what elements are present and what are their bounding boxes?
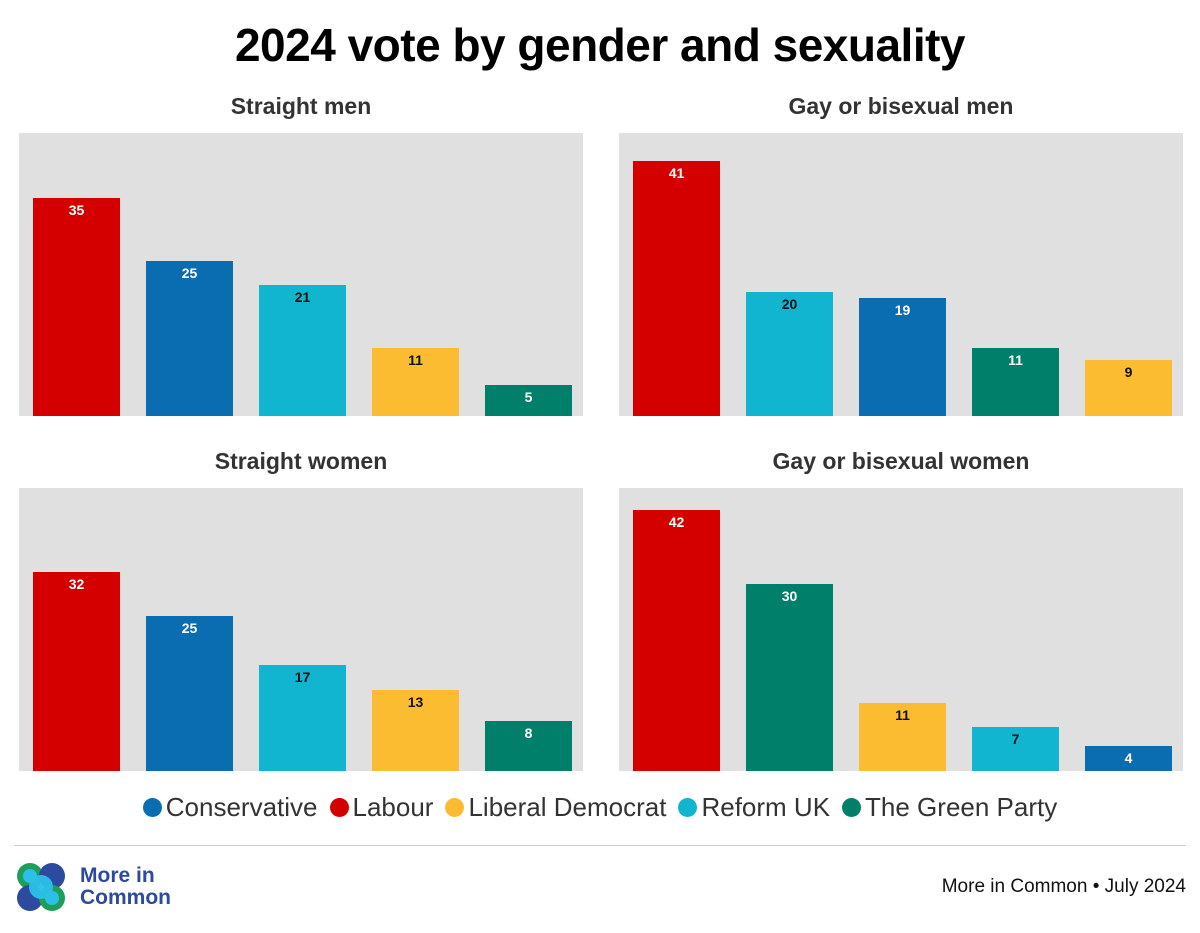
bar-the-green-party (972, 348, 1059, 416)
bar-reform-uk (972, 727, 1059, 771)
bar-value-label: 9 (1124, 364, 1133, 380)
bar-value-label: 8 (524, 725, 533, 741)
legend-label: The Green Party (865, 792, 1058, 822)
bar-labour (33, 198, 120, 416)
bar-liberal-democrat (372, 348, 459, 416)
bar-value-label: 41 (668, 165, 685, 181)
bar-conservative (859, 298, 946, 416)
bar-value-label: 11 (1008, 352, 1023, 368)
footer-divider (14, 845, 1186, 846)
plot-area: 41 20 19 11 9 (619, 133, 1183, 416)
bar-labour (33, 572, 120, 771)
bar-value-label: 11 (408, 352, 423, 368)
bar-the-green-party (746, 584, 833, 771)
bar-value-label: 20 (781, 296, 798, 312)
bar-the-green-party (485, 721, 572, 771)
legend-item-labour: Labour (329, 792, 434, 823)
bar-value-label: 17 (294, 669, 311, 685)
legend: Conservative Labour Liberal Democrat Ref… (0, 792, 1200, 823)
logo-icon (17, 863, 65, 911)
panel-title: Gay or bisexual women (772, 448, 1030, 474)
panel-title: Gay or bisexual men (788, 93, 1014, 119)
panel-title: Straight men (230, 93, 372, 119)
bar-conservative (1085, 746, 1172, 771)
bar-liberal-democrat (1085, 360, 1172, 416)
bar-value-label: 11 (895, 707, 910, 723)
panel-title: Straight women (214, 448, 388, 474)
legend-dot (329, 798, 349, 817)
legend-label: Liberal Democrat (468, 792, 667, 822)
bar-labour (633, 510, 720, 771)
bar-reform-uk (259, 285, 346, 416)
bar-value-label: 32 (68, 576, 85, 592)
bar-value-label: 13 (407, 694, 424, 710)
plot-area: 42 30 11 7 4 (619, 488, 1183, 771)
legend-item-liberal-democrat: Liberal Democrat (445, 792, 666, 823)
bar-value-label: 21 (294, 289, 311, 305)
legend-label: Reform UK (701, 792, 831, 822)
plot-area: 35 25 21 11 5 (19, 133, 583, 416)
bar-reform-uk (746, 292, 833, 416)
more-in-common-logo: More in Common (14, 860, 171, 914)
bar-value-label: 30 (781, 588, 798, 604)
legend-dot (842, 798, 862, 817)
bar-value-label: 4 (1124, 750, 1133, 766)
logo-line-2: Common (80, 886, 171, 909)
legend-item-reform-uk: Reform UK (678, 792, 830, 823)
legend-dot (445, 798, 465, 817)
bar-value-label: 5 (524, 389, 533, 405)
source-credit: More in Common • July 2024 (941, 876, 1186, 897)
bar-value-label: 42 (668, 514, 685, 530)
bar-value-label: 19 (894, 302, 911, 318)
legend-dot (678, 798, 698, 817)
legend-label: Labour (352, 792, 434, 822)
legend-item-green-party: The Green Party (842, 792, 1057, 823)
chart-title: 2024 vote by gender and sexuality (234, 19, 966, 71)
bar-the-green-party (485, 385, 572, 416)
logo-line-1: More in (80, 864, 155, 887)
legend-label: Conservative (165, 792, 318, 822)
legend-dot (142, 798, 162, 817)
bar-conservative (146, 261, 233, 416)
bar-value-label: 25 (181, 265, 198, 281)
bar-conservative (146, 616, 233, 771)
plot-area: 32 25 17 13 8 (19, 488, 583, 771)
legend-item-conservative: Conservative (142, 792, 318, 823)
bar-labour (633, 161, 720, 416)
bar-liberal-democrat (372, 690, 459, 771)
bar-value-label: 7 (1011, 731, 1020, 747)
bar-value-label: 25 (181, 620, 198, 636)
logo-text: More in Common (80, 865, 171, 909)
bar-liberal-democrat (859, 703, 946, 771)
bar-reform-uk (259, 665, 346, 771)
bar-value-label: 35 (68, 202, 85, 218)
